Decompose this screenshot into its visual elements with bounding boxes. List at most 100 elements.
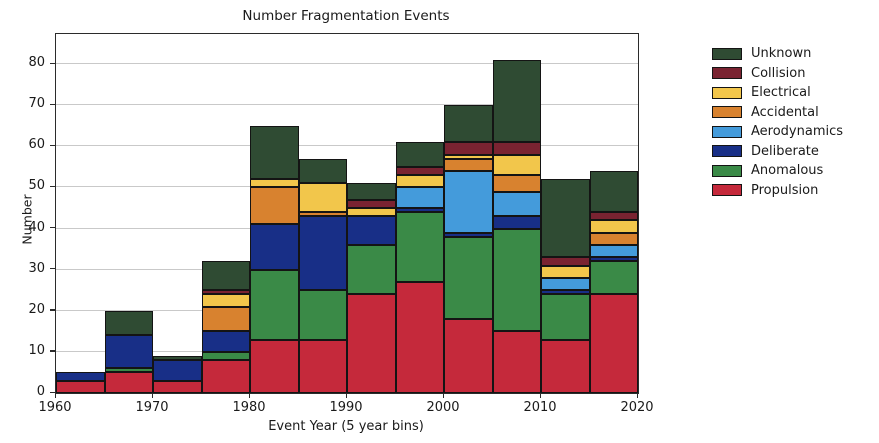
bar-segment-propulsion [298, 339, 347, 393]
bar-segment-electrical [201, 294, 250, 307]
bar-segment-electrical [444, 154, 493, 159]
x-tick-mark [539, 393, 541, 399]
y-tick-mark [50, 268, 55, 270]
grid-line [56, 63, 638, 65]
bar-segment-propulsion [104, 372, 153, 393]
bar-segment-accidental [201, 306, 250, 332]
bar-segment-unknown [541, 179, 590, 258]
legend-swatch-collision [712, 67, 742, 80]
bar-segment-aerodynamics [541, 277, 590, 291]
bar-segment-unknown [589, 170, 638, 213]
x-axis-label: Event Year (5 year bins) [268, 419, 424, 434]
bar-segment-propulsion [541, 339, 590, 393]
legend-row: Electrical [712, 83, 843, 103]
legend-row: Propulsion [712, 181, 843, 201]
y-tick-label: 0 [36, 384, 45, 399]
bar-segment-aerodynamics [395, 187, 444, 208]
x-tick-label: 1980 [232, 400, 266, 415]
x-tick-mark [151, 393, 153, 399]
plot-area [55, 33, 639, 394]
y-tick-label: 20 [28, 301, 45, 317]
bar-segment-electrical [492, 154, 541, 176]
bar-segment-deliberate [104, 335, 153, 369]
bar-segment-anomalous [492, 228, 541, 332]
bar-segment-propulsion [153, 380, 202, 393]
legend-swatch-anomalous [712, 164, 742, 177]
bar-segment-collision [541, 257, 590, 266]
bar-segment-accidental [298, 212, 347, 217]
bar-segment-anomalous [444, 236, 493, 319]
bar-segment-collision [492, 142, 541, 155]
bar-segment-unknown [395, 142, 444, 167]
y-tick-label: 10 [28, 342, 45, 358]
bar-segment-accidental [492, 175, 541, 192]
bar-segment-propulsion [444, 318, 493, 393]
grid-line [56, 145, 638, 147]
chart-title: Number Fragmentation Events [242, 8, 450, 24]
bar-segment-accidental [589, 232, 638, 245]
x-tick-label: 1990 [329, 400, 363, 415]
x-tick-mark [345, 393, 347, 399]
bar-segment-propulsion [492, 331, 541, 393]
bar-segment-electrical [541, 265, 590, 278]
bar-segment-aerodynamics [444, 170, 493, 233]
x-tick-mark [636, 393, 638, 399]
bar-segment-deliberate [153, 360, 202, 381]
bar-segment-deliberate [250, 224, 299, 270]
legend-swatch-electrical [712, 86, 742, 99]
bar-segment-accidental [250, 187, 299, 225]
y-tick-label: 80 [28, 55, 45, 71]
bar-segment-anomalous [541, 294, 590, 340]
bar-segment-aerodynamics [589, 244, 638, 258]
bar-segment-anomalous [347, 244, 396, 295]
y-tick-mark [50, 185, 55, 188]
bar-segment-anomalous [589, 261, 638, 295]
bar-segment-deliberate [347, 216, 396, 245]
y-tick-mark [50, 391, 55, 393]
bar-segment-electrical [347, 207, 396, 217]
bar-segment-anomalous [201, 351, 250, 361]
x-tick-mark [248, 393, 250, 399]
legend-swatch-deliberate [712, 145, 742, 158]
legend-swatch-aerodynamics [712, 125, 742, 138]
bar-segment-propulsion [250, 339, 299, 393]
legend-label: Deliberate [751, 143, 819, 159]
legend-label: Accidental [751, 104, 819, 120]
bar-segment-unknown [104, 310, 153, 336]
legend-label: Propulsion [751, 182, 819, 198]
bar-segment-propulsion [589, 294, 638, 393]
x-tick-label: 2010 [523, 400, 557, 415]
x-tick-label: 1960 [38, 400, 72, 415]
x-tick-label: 1970 [135, 400, 169, 415]
bar-segment-propulsion [201, 360, 250, 393]
bar-segment-anomalous [104, 368, 153, 373]
legend-row: Anomalous [712, 161, 843, 181]
x-tick-label: 2000 [426, 400, 460, 415]
y-tick-mark [50, 103, 55, 105]
bar-segment-unknown [250, 125, 299, 180]
x-tick-label: 2020 [620, 400, 654, 415]
legend-label: Electrical [751, 85, 811, 101]
legend-row: Aerodynamics [712, 122, 843, 142]
bar-segment-deliberate [395, 207, 444, 213]
y-tick-mark [50, 62, 55, 64]
bar-segment-deliberate [541, 290, 590, 295]
legend-swatch-unknown [712, 47, 742, 60]
legend-label: Anomalous [751, 163, 824, 179]
legend-swatch-propulsion [712, 184, 742, 197]
bar-segment-unknown [153, 356, 202, 361]
y-tick-mark [50, 227, 55, 229]
bar-segment-collision [589, 212, 638, 221]
bar-segment-aerodynamics [492, 191, 541, 217]
bar-segment-deliberate [492, 216, 541, 229]
x-tick-mark [54, 393, 56, 399]
bar-segment-unknown [492, 59, 541, 143]
bar-segment-accidental [444, 158, 493, 171]
y-tick-mark [50, 144, 55, 147]
y-tick-label: 40 [28, 219, 45, 235]
bar-segment-unknown [444, 105, 493, 143]
bar-segment-electrical [298, 183, 347, 213]
y-tick-mark [50, 350, 55, 352]
bar-segment-propulsion [395, 281, 444, 393]
